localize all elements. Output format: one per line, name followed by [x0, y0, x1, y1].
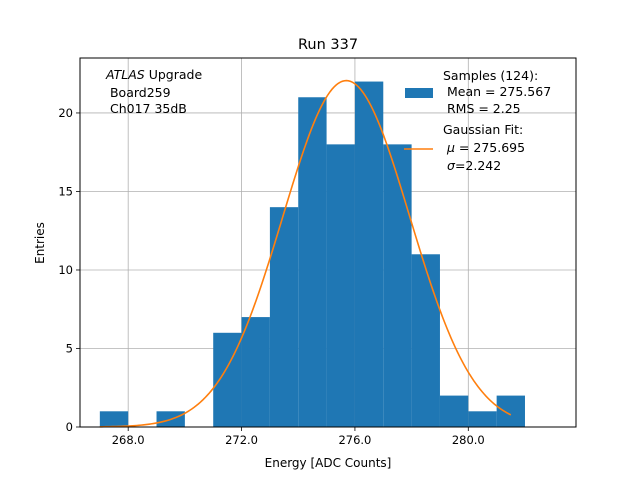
histogram-bar — [354, 81, 384, 427]
x-tick-label: 280.0 — [452, 433, 485, 447]
annotation-line-3: Ch017 35dB — [106, 101, 187, 116]
legend-sigma-symbol: σ — [447, 158, 456, 173]
annotation-line-1: ATLAS Upgrade — [105, 67, 202, 82]
histogram-bar — [326, 144, 355, 428]
legend-sigma-value: =2.242 — [455, 158, 501, 173]
y-tick-label: 10 — [58, 263, 73, 277]
histogram-bar — [496, 395, 525, 427]
y-axis-label: Entries — [33, 222, 47, 264]
histogram-bar — [241, 317, 270, 427]
y-tick-label: 0 — [66, 420, 73, 434]
histogram-bar — [439, 395, 469, 427]
legend-mu-symbol: μ — [446, 140, 455, 155]
histogram-bar — [383, 144, 412, 428]
legend-hist-line-2: Mean = 275.567 — [443, 84, 551, 99]
histogram-bar — [269, 207, 299, 427]
y-axis-ticks: 0 5 10 15 20 — [58, 106, 80, 434]
histogram-bar — [99, 411, 129, 427]
y-tick-label: 5 — [66, 341, 73, 355]
x-axis-ticks: 268.0 272.0 276.0 280.0 — [112, 427, 485, 447]
annotation-line-2: Board259 — [106, 85, 171, 100]
histogram-bar — [411, 254, 440, 427]
x-axis-label: Energy [ADC Counts] — [265, 456, 392, 470]
x-tick-label: 268.0 — [112, 433, 145, 447]
x-tick-label: 272.0 — [225, 433, 258, 447]
histogram-bar — [298, 97, 327, 428]
legend: Samples (124): Mean = 275.567 RMS = 2.25… — [404, 68, 551, 173]
legend-fit-mu: μ = 275.695 — [446, 140, 525, 155]
legend-hist-swatch — [405, 88, 433, 98]
y-tick-label: 20 — [58, 106, 73, 120]
annotation-upgrade: Upgrade — [145, 67, 203, 82]
y-tick-label: 15 — [58, 184, 73, 198]
x-tick-label: 276.0 — [338, 433, 371, 447]
atlas-annotation: ATLAS Upgrade Board259 Ch017 35dB — [105, 67, 202, 116]
gaussian-fit-curve — [99, 79, 512, 428]
annotation-atlas-italic: ATLAS — [105, 67, 145, 82]
legend-hist-line-3: RMS = 2.25 — [443, 101, 521, 116]
legend-hist-line-1: Samples (124): — [443, 68, 538, 83]
plot-frame — [79, 57, 577, 428]
fit-curve-line — [99, 79, 512, 428]
histogram-bar — [468, 411, 497, 427]
legend-fit-sigma: σ=2.242 — [447, 158, 501, 173]
legend-fit-line-1: Gaussian Fit: — [443, 122, 523, 137]
chart-title: Run 337 — [298, 37, 358, 53]
legend-mu-value: = 275.695 — [455, 140, 525, 155]
